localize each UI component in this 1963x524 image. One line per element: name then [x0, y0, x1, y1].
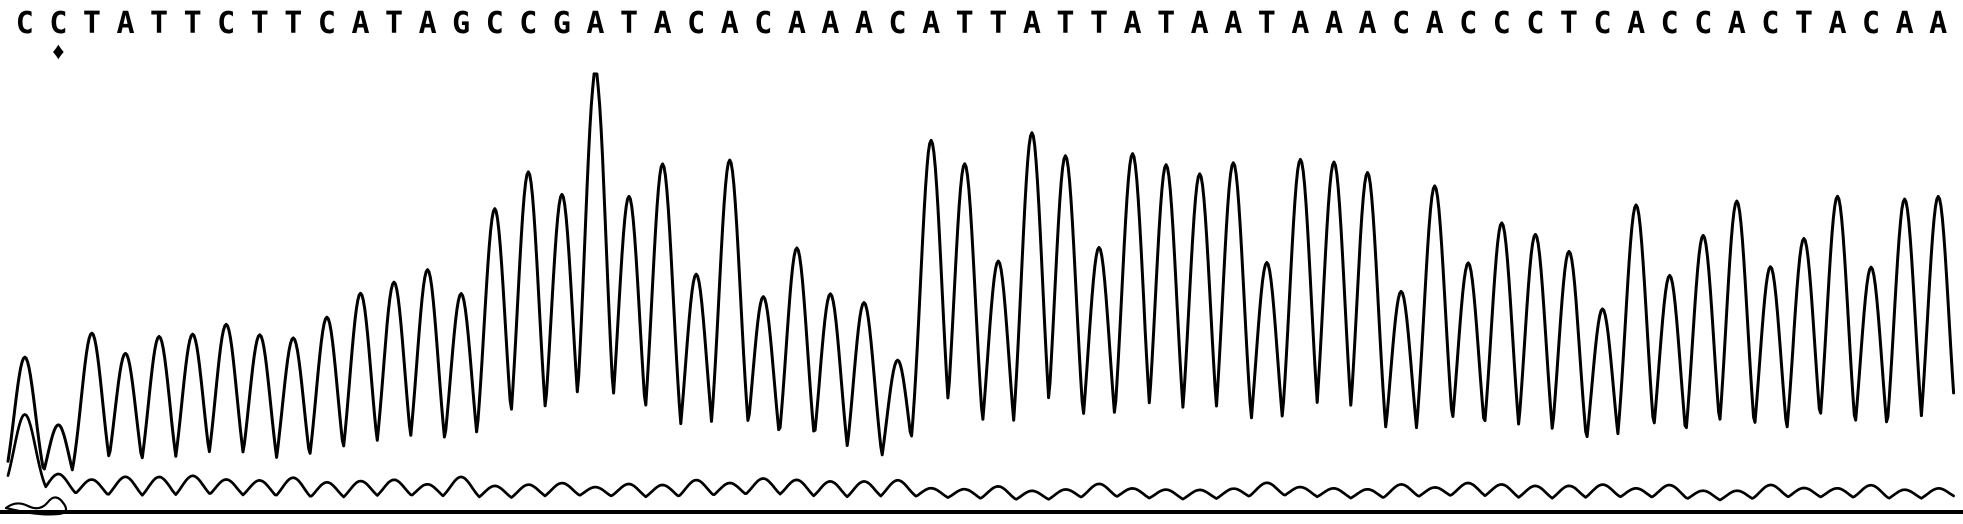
base-letter: A: [1124, 6, 1142, 41]
sequence-header: CCTATTCTTCATAGCCGATACACAAACATTATTATAATAA…: [0, 0, 1963, 50]
base-letter: A: [1627, 6, 1645, 41]
base-letter: A: [1023, 6, 1041, 41]
base-letter: C: [754, 6, 772, 41]
base-letter: T: [150, 6, 168, 41]
base-letter: A: [654, 6, 672, 41]
base-letter: C: [519, 6, 537, 41]
base-letter: T: [1056, 6, 1074, 41]
chromatogram-trace-area: [0, 50, 1963, 524]
base-letter: C: [16, 6, 34, 41]
base-letter: A: [1426, 6, 1444, 41]
base-letter: A: [1325, 6, 1343, 41]
base-letter: A: [1896, 6, 1914, 41]
base-letter: G: [553, 6, 571, 41]
secondary-trace: [8, 415, 1954, 501]
base-letter: A: [351, 6, 369, 41]
base-letter: T: [83, 6, 101, 41]
base-letter: C: [1593, 6, 1611, 41]
base-letter: A: [586, 6, 604, 41]
base-letter: T: [1090, 6, 1108, 41]
base-letter: G: [452, 6, 470, 41]
base-letter: C: [49, 6, 67, 41]
base-letter: A: [1728, 6, 1746, 41]
base-letter: T: [1258, 6, 1276, 41]
base-letter: T: [385, 6, 403, 41]
base-letter: C: [217, 6, 235, 41]
base-letter: T: [989, 6, 1007, 41]
base-letter: C: [1392, 6, 1410, 41]
chromatogram-svg: [0, 50, 1963, 524]
base-letter: A: [1291, 6, 1309, 41]
base-letter: A: [922, 6, 940, 41]
base-letter: A: [855, 6, 873, 41]
base-letter: C: [889, 6, 907, 41]
base-letter: A: [1191, 6, 1209, 41]
base-letter: A: [419, 6, 437, 41]
base-letter: A: [821, 6, 839, 41]
base-letter: T: [620, 6, 638, 41]
base-letter: A: [1828, 6, 1846, 41]
base-letter: C: [687, 6, 705, 41]
base-letter: T: [184, 6, 202, 41]
base-letter: A: [116, 6, 134, 41]
primary-trace: [8, 74, 1954, 470]
base-letter: A: [1929, 6, 1947, 41]
base-letter: T: [1157, 6, 1175, 41]
base-letter: A: [1359, 6, 1377, 41]
base-letter: C: [1459, 6, 1477, 41]
base-letter: C: [1493, 6, 1511, 41]
base-letter: C: [1661, 6, 1679, 41]
base-letter: T: [1560, 6, 1578, 41]
base-letter: T: [251, 6, 269, 41]
base-letter: A: [721, 6, 739, 41]
base-letter: A: [788, 6, 806, 41]
base-letter: C: [1761, 6, 1779, 41]
base-letter: C: [318, 6, 336, 41]
base-letter: C: [1694, 6, 1712, 41]
base-letter: T: [956, 6, 974, 41]
base-letter: A: [1224, 6, 1242, 41]
base-letter: C: [486, 6, 504, 41]
base-letter: C: [1526, 6, 1544, 41]
base-letter: T: [284, 6, 302, 41]
base-letter: C: [1862, 6, 1880, 41]
chromatogram-figure: CCTATTCTTCATAGCCGATACACAAACATTATTATAATAA…: [0, 0, 1963, 524]
base-letter: T: [1795, 6, 1813, 41]
